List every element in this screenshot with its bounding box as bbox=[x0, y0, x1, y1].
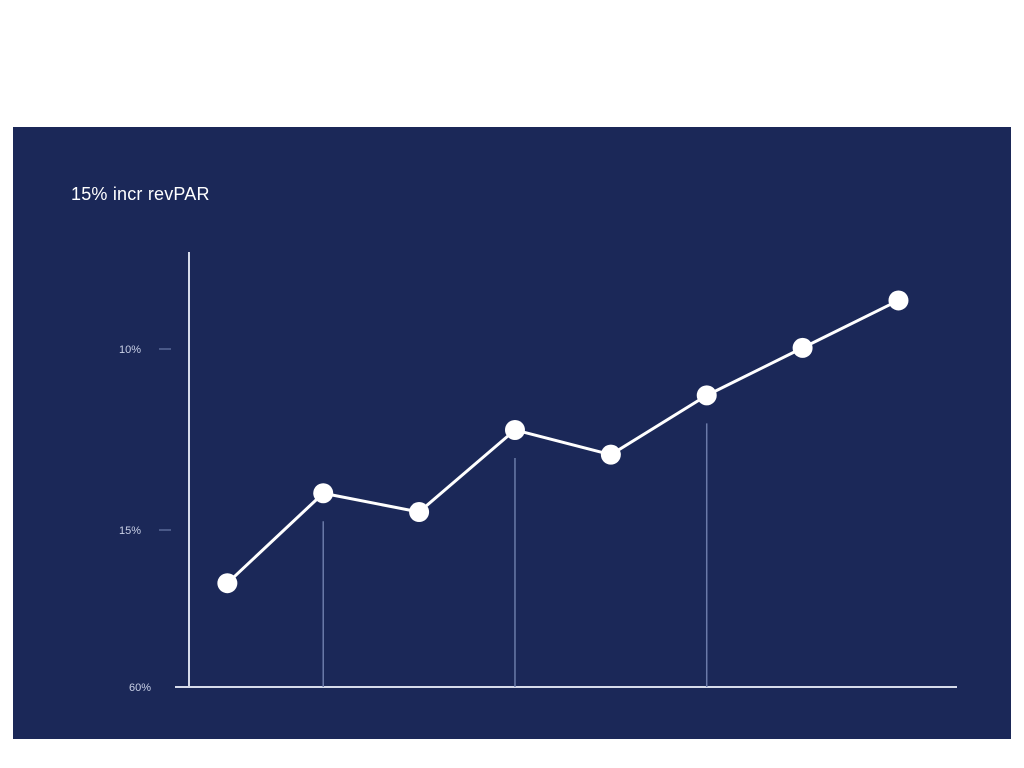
y-ticks: 10% 15% 60% bbox=[119, 344, 171, 694]
y-tick-label: 15% bbox=[119, 525, 141, 537]
data-point bbox=[600, 444, 621, 465]
y-tick-label: 10% bbox=[119, 344, 141, 356]
drop-lines bbox=[322, 423, 708, 687]
series-polyline bbox=[226, 299, 900, 585]
series-line bbox=[226, 299, 900, 585]
data-point bbox=[409, 502, 430, 523]
data-point bbox=[792, 337, 813, 358]
series-points bbox=[217, 290, 909, 594]
data-point bbox=[888, 290, 909, 311]
data-point bbox=[217, 573, 238, 594]
data-point bbox=[696, 385, 717, 406]
chart-panel: 15% incr revPAR 10% 15% 60% bbox=[13, 127, 1011, 739]
line-chart: 10% 15% 60% bbox=[119, 252, 957, 694]
data-point bbox=[313, 483, 334, 504]
y-tick-label: 60% bbox=[129, 682, 151, 694]
data-point bbox=[504, 419, 525, 440]
chart-title: 15% incr revPAR bbox=[71, 184, 210, 204]
chart-axes bbox=[175, 252, 957, 688]
